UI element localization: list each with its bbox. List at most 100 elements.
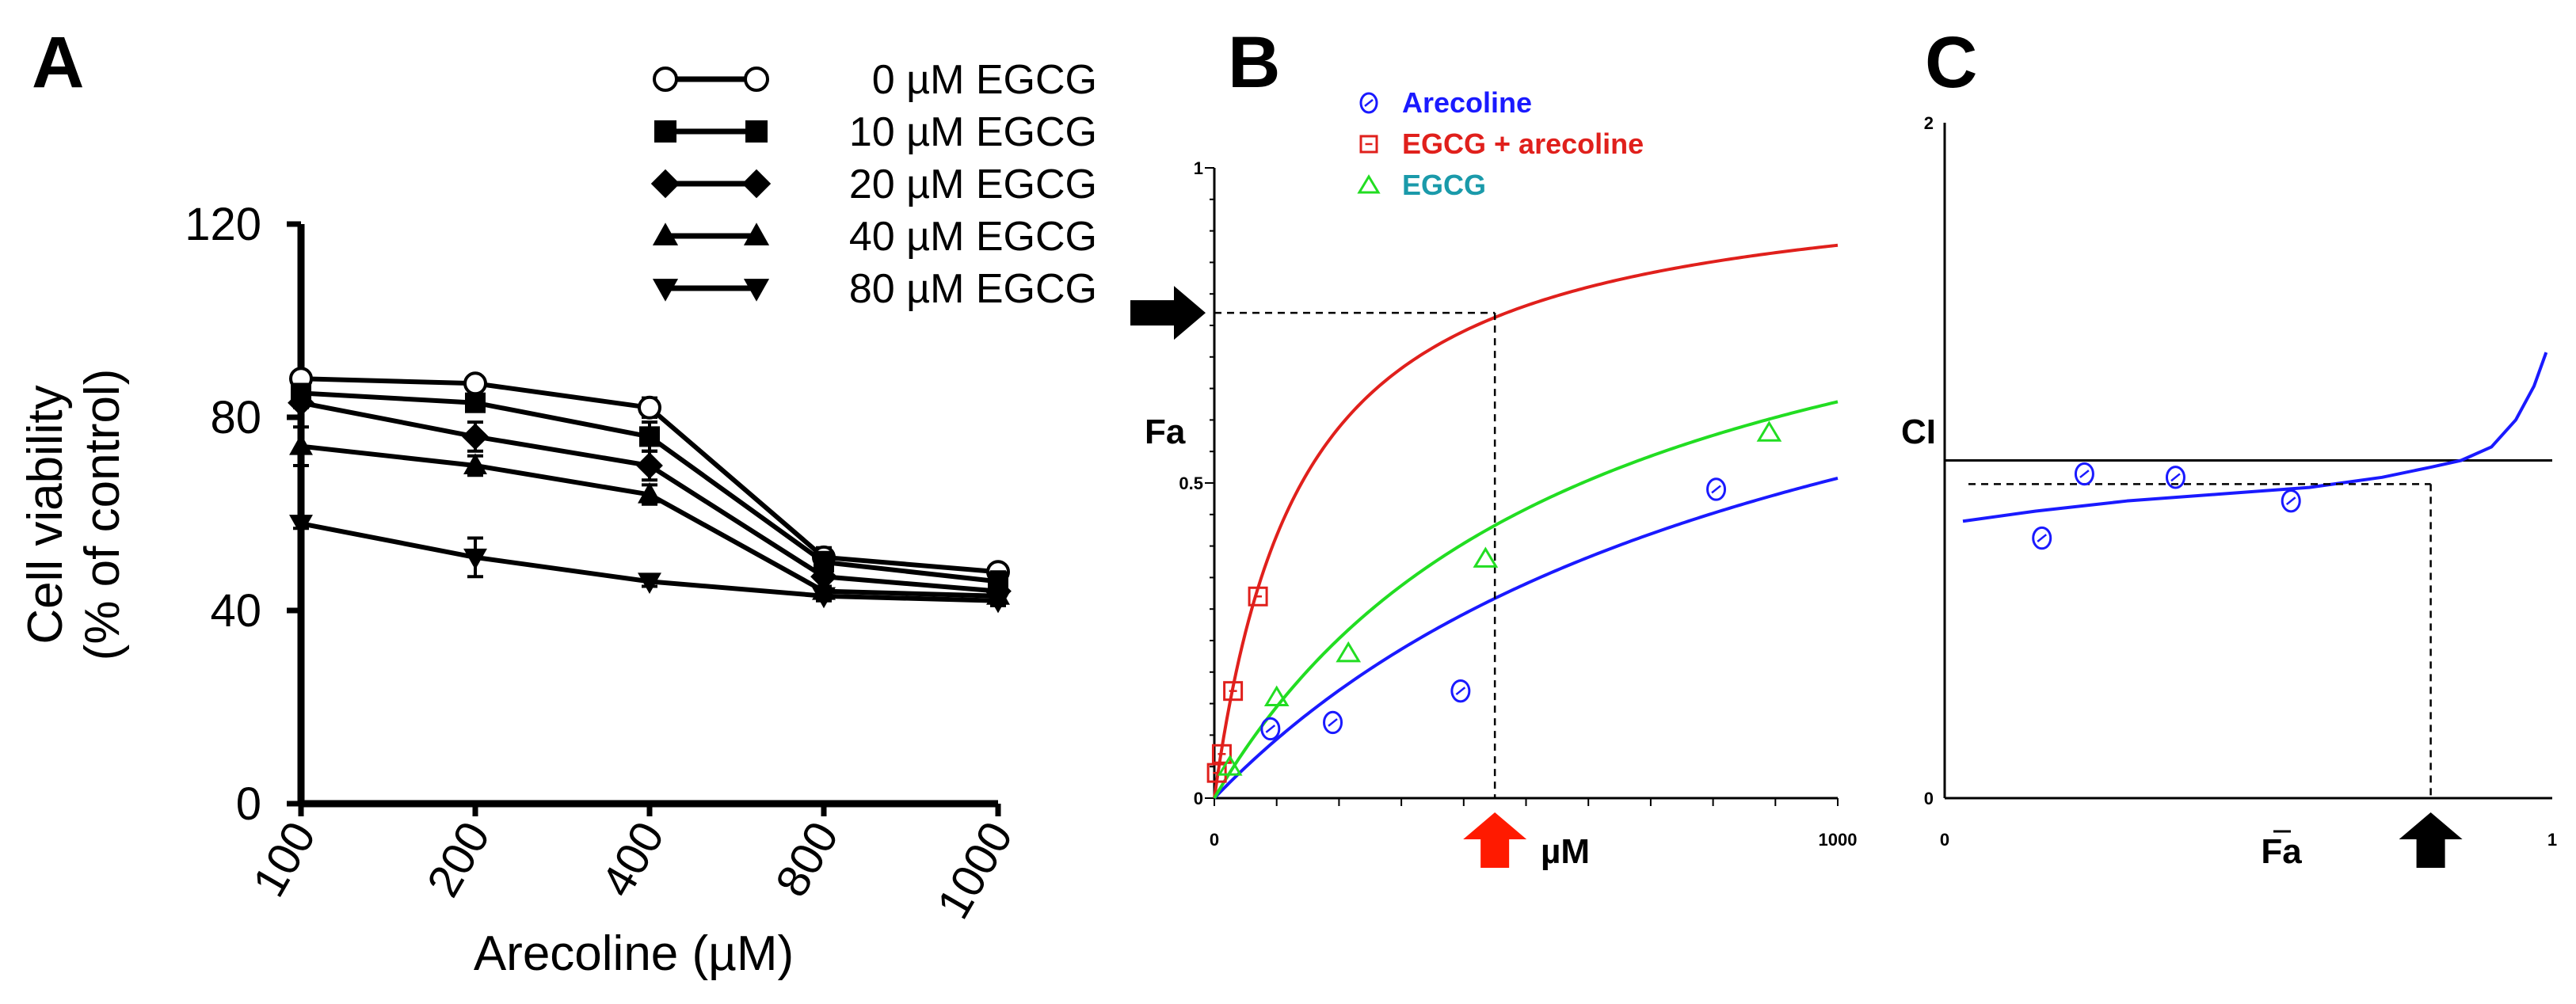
- panel-b-guides: [1214, 311, 1496, 798]
- data-point-40-m-egcg: [463, 453, 487, 475]
- panel-a-x-tick-label: 200: [417, 813, 501, 905]
- data-point-ci: [2281, 489, 2301, 513]
- legend-marker-egcg-arecoline: [1359, 135, 1378, 154]
- fit-curve-arecoline: [1213, 477, 1839, 800]
- fit-curve-egcg-arecoline: [1213, 243, 1839, 799]
- panel-a-y-tick-label: 120: [185, 199, 261, 250]
- legend-label-10-m-egcg: 10 µM EGCG: [849, 109, 1097, 155]
- panel-b: B 0 0.5 1 0 1000 Arecoline EGCG + arecoline EG…: [1130, 22, 1857, 871]
- data-point-ci-slash: [2285, 496, 2296, 506]
- panel-c-y-axis-label: CI: [1901, 413, 1936, 451]
- panel-a-y-axis-label-line1: Cell viability: [18, 385, 73, 644]
- data-point-0-m-egcg: [463, 371, 487, 396]
- panel-c-points: [2032, 462, 2301, 550]
- ci-curve: [1962, 352, 2548, 523]
- panel-b-points: [1206, 420, 1782, 783]
- data-point-40-m-egcg: [638, 482, 661, 504]
- data-point-ci-slash: [2170, 473, 2181, 482]
- panel-c-x-axis-label: Fa: [2261, 832, 2302, 871]
- fit-curve-egcg: [1213, 400, 1839, 800]
- data-point-80-m-egcg: [463, 548, 487, 570]
- data-point-40-m-egcg: [289, 434, 313, 455]
- panel-b-x-axis-label: µM: [1541, 832, 1590, 871]
- arrow-right-black-icon: [1130, 286, 1206, 340]
- legend-marker-40-m-egcg: [743, 222, 770, 245]
- legend-marker-0-m-egcg: [653, 67, 678, 92]
- panel-c-x-tick-label: 1: [2547, 830, 2557, 850]
- data-point-80-m-egcg: [986, 591, 1010, 614]
- data-point-arecoline: [1450, 679, 1471, 703]
- legend-marker-egcg-arecoline-box: [1359, 135, 1378, 154]
- panel-label-b: B: [1228, 22, 1280, 103]
- panel-b-curves: [1213, 243, 1839, 800]
- data-point-ci: [2165, 466, 2185, 489]
- data-point-egcg-arecoline-box: [1223, 681, 1244, 702]
- legend-marker-0-m-egcg: [744, 67, 769, 92]
- data-point-egcg: [1336, 641, 1362, 663]
- arrow-up-black-icon: [2399, 812, 2463, 868]
- data-point-20-m-egcg: [288, 389, 314, 416]
- panel-c-curve: [1962, 352, 2548, 523]
- panel-c-y-tick-label: 0: [1924, 789, 1934, 808]
- data-point-20-m-egcg: [462, 423, 489, 451]
- data-point-arecoline: [1323, 710, 1343, 735]
- panel-b-y-tick-label: 0: [1194, 789, 1203, 808]
- panel-c-guides: [1968, 483, 2432, 798]
- panel-c: C 0 2 0 1 CI Fa: [1901, 22, 2557, 871]
- legend-marker-20-m-egcg: [741, 169, 772, 199]
- legend-marker-80-m-egcg: [743, 279, 770, 302]
- legend-label-40-m-egcg: 40 µM EGCG: [849, 214, 1097, 260]
- data-point-10-m-egcg: [465, 392, 486, 413]
- legend-label-80-m-egcg: 80 µM EGCG: [849, 266, 1097, 312]
- data-point-80-m-egcg: [638, 572, 661, 594]
- legend-marker-arecoline: [1359, 92, 1378, 114]
- panel-b-legend: Arecoline EGCG + arecoline EGCG: [1357, 86, 1644, 201]
- panel-a-x-tick-label: 400: [592, 813, 675, 905]
- legend-marker-40-m-egcg: [652, 222, 679, 245]
- panel-c-axes: 0 2 0 1: [1924, 113, 2557, 850]
- panel-a-y-tick-label: 80: [210, 392, 261, 443]
- data-point-egcg: [1473, 546, 1499, 568]
- legend-label-egcg-arecoline: EGCG + arecoline: [1402, 127, 1644, 160]
- panel-b-y-tick-label: 1: [1194, 158, 1203, 178]
- panel-a-x-tick-label: 800: [766, 813, 849, 905]
- data-point-arecoline-ring: [1706, 477, 1727, 501]
- panel-a-y-tick-label: 40: [210, 585, 261, 637]
- panel-a-legend: 0 µM EGCG 10 µM EGCG 20 µM EGCG 40 µM EGCG 8…: [650, 57, 1097, 312]
- data-point-0-m-egcg: [638, 395, 661, 420]
- data-point-ci-ring: [2074, 462, 2094, 486]
- data-point-arecoline-slash: [1265, 724, 1276, 733]
- panel-c-arrows: [2273, 812, 2463, 868]
- legend-label-egcg: EGCG: [1402, 169, 1486, 201]
- data-point-egcg-arecoline: [1211, 743, 1232, 764]
- legend-marker-10-m-egcg: [745, 120, 768, 143]
- panel-b-x-tick-label: 1000: [1819, 830, 1858, 850]
- data-point-egcg-arecoline: [1223, 681, 1244, 702]
- panel-b-axes: 0 0.5 1 0 1000: [1179, 158, 1857, 850]
- panel-b-x-tick-label: 0: [1210, 830, 1219, 850]
- data-point-ci-ring: [2281, 489, 2301, 513]
- data-point-ci: [2074, 462, 2094, 486]
- data-point-egcg: [1217, 755, 1243, 776]
- data-point-arecoline: [1706, 477, 1727, 501]
- data-point-20-m-egcg: [636, 452, 663, 479]
- data-point-ci-slash: [2037, 534, 2048, 542]
- panel-label-c: C: [1925, 22, 1977, 103]
- panel-label-a: A: [32, 22, 84, 103]
- legend-label-arecoline: Arecoline: [1402, 86, 1532, 119]
- legend-label-0-m-egcg: 0 µM EGCG: [872, 57, 1097, 103]
- data-point-egcg-arecoline-box: [1206, 763, 1227, 783]
- data-point-80-m-egcg: [289, 515, 313, 536]
- panel-b-arrows: [1130, 286, 1527, 868]
- legend-marker-80-m-egcg: [652, 279, 679, 302]
- panel-a-x-tick-label: 1000: [927, 813, 1023, 927]
- panel-a-y-tick-label: 0: [236, 778, 261, 830]
- data-point-80-m-egcg: [812, 587, 836, 609]
- legend-label-20-m-egcg: 20 µM EGCG: [849, 162, 1097, 207]
- legend-marker-arecoline-slash: [1364, 99, 1374, 107]
- data-point-arecoline-slash: [1711, 485, 1721, 494]
- arrow-up-red-icon: [1463, 812, 1527, 868]
- panel-c-y-tick-label: 2: [1924, 113, 1934, 133]
